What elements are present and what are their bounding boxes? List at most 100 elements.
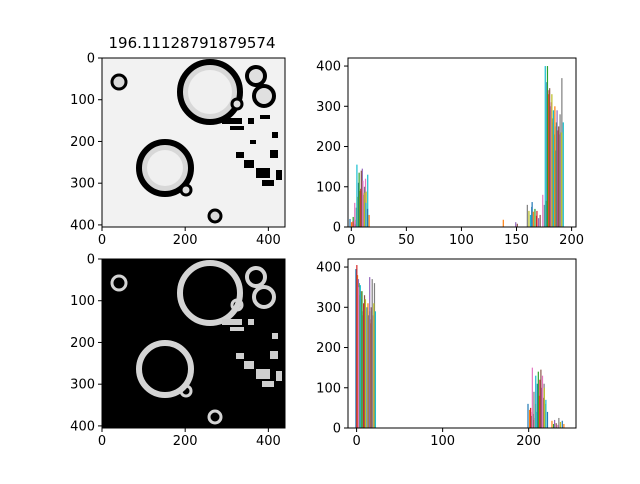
y-tick-label: 300 <box>316 100 341 115</box>
y-tick-label: 100 <box>70 294 95 309</box>
image-frame <box>101 258 286 429</box>
histogram-bar <box>552 423 555 428</box>
histogram-bar <box>539 214 541 227</box>
y-tick-label: 200 <box>316 341 341 356</box>
histogram-bar <box>537 218 540 227</box>
histogram-bar <box>536 383 538 428</box>
histogram-bar <box>528 210 530 227</box>
panel-title: 196.11128791879574 <box>108 34 275 52</box>
histogram-bar <box>368 315 370 428</box>
y-tick-label: 400 <box>316 261 341 276</box>
x-tick-label: 0 <box>98 233 106 248</box>
histogram-bar <box>363 303 365 428</box>
y-tick-label: 200 <box>70 135 95 150</box>
histogram-bar <box>561 132 563 227</box>
histogram-bar <box>365 307 367 428</box>
histogram-bar <box>364 299 367 428</box>
y-tick-label: 200 <box>70 336 95 351</box>
histogram-bar <box>557 130 559 227</box>
binary-ring-image <box>102 259 285 428</box>
histogram-bar <box>529 214 532 227</box>
histogram-bar <box>552 122 554 227</box>
y-tick-label: 300 <box>70 378 95 393</box>
y-tick-label: 300 <box>70 177 95 192</box>
x-tick-label: 400 <box>256 233 281 248</box>
histogram-bar <box>538 395 540 428</box>
histogram-bar <box>502 219 504 227</box>
histogram-bar <box>558 126 560 227</box>
histogram-bar <box>550 102 552 227</box>
x-tick-label: 200 <box>559 233 584 248</box>
histogram-bar <box>554 419 556 428</box>
histogram-bar <box>373 283 376 428</box>
y-tick-label: 0 <box>87 253 95 268</box>
y-tick-label: 100 <box>70 93 95 108</box>
histogram-bar <box>542 397 544 428</box>
y-tick-label: 0 <box>87 52 95 67</box>
histogram-bar <box>561 420 563 428</box>
histogram-bar <box>351 222 353 227</box>
histogram-bar <box>540 387 543 428</box>
histogram-bar <box>555 122 558 227</box>
histogram-bar <box>541 375 544 428</box>
histogram-bar <box>539 379 541 428</box>
histogram-bar <box>355 269 357 428</box>
histogram-bar <box>552 110 555 227</box>
histogram-bar <box>367 303 369 428</box>
histogram-bar <box>555 423 557 428</box>
x-tick-label: 0 <box>352 434 360 449</box>
histogram-bar <box>534 208 536 227</box>
histogram-bar <box>361 291 363 428</box>
ring-photo-image <box>102 58 285 227</box>
histogram-bar <box>563 423 565 428</box>
histogram-bar <box>356 164 358 227</box>
x-tick-label: 50 <box>398 233 415 248</box>
histogram-bar <box>363 295 366 428</box>
y-tick-label: 400 <box>70 419 95 434</box>
histogram-bar <box>537 371 539 428</box>
y-tick-label: 300 <box>316 301 341 316</box>
histogram-bar <box>547 94 550 227</box>
axes-frame <box>347 57 577 228</box>
histogram-bar <box>536 210 538 227</box>
histogram-bar <box>531 367 533 428</box>
histogram-panel-top-right: 0 50 100 150 200 0 100 200 300 400 <box>316 57 584 248</box>
histogram-bar <box>546 411 549 428</box>
histogram-bar <box>530 415 532 428</box>
histogram-bar <box>532 211 534 227</box>
histogram-bar <box>370 307 372 428</box>
y-tick-label: 400 <box>316 60 341 75</box>
histogram-bar <box>363 192 365 227</box>
histogram-bar <box>366 307 368 428</box>
histogram-bar <box>360 188 362 227</box>
histogram-bar <box>515 222 517 227</box>
y-tick-label: 200 <box>316 140 341 155</box>
histogram-bar <box>366 208 369 227</box>
histogram-bar <box>557 424 559 428</box>
histogram-bar <box>356 275 359 428</box>
histogram-bar <box>373 303 375 428</box>
histogram-bar <box>354 202 356 227</box>
histogram-bar <box>356 265 358 428</box>
histogram-bar <box>371 279 373 428</box>
histogram-bar <box>546 82 548 228</box>
histogram-bar <box>359 190 361 227</box>
y-tick-label: 100 <box>316 180 341 195</box>
x-tick-label: 200 <box>173 233 198 248</box>
x-tick-label: 100 <box>449 233 474 248</box>
histogram-axis-ticks: 0 50 100 150 200 0 100 200 300 400 <box>316 60 584 248</box>
histogram-bar <box>533 391 535 428</box>
histogram-bar <box>357 182 360 227</box>
histogram-bar <box>352 221 354 227</box>
axes-frame <box>347 258 577 429</box>
histogram-bar <box>526 204 528 227</box>
histogram-bar <box>368 214 370 227</box>
histogram-bar <box>543 204 545 227</box>
histogram-axis-ticks: 0 100 200 0 100 200 300 400 <box>316 261 541 449</box>
x-tick-label: 0 <box>347 233 355 248</box>
histogram-bar <box>516 223 518 227</box>
histogram-bar <box>531 206 533 227</box>
histogram-bar <box>355 207 357 227</box>
